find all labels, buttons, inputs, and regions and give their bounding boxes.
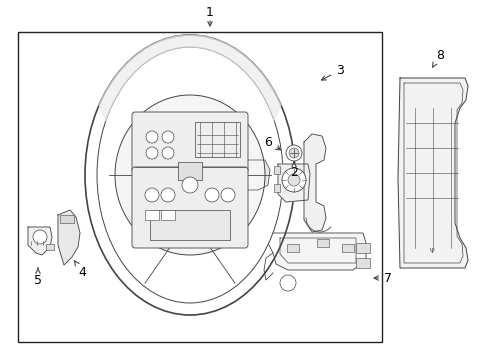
Text: 2: 2: [289, 162, 297, 179]
Ellipse shape: [162, 131, 174, 143]
Polygon shape: [278, 164, 309, 202]
Bar: [273, 184, 280, 192]
Ellipse shape: [282, 168, 305, 192]
Ellipse shape: [280, 275, 295, 291]
Ellipse shape: [33, 230, 47, 244]
Ellipse shape: [182, 177, 198, 193]
Ellipse shape: [288, 148, 298, 158]
Polygon shape: [267, 233, 365, 270]
Bar: [355, 243, 369, 253]
Ellipse shape: [97, 47, 283, 303]
Bar: [316, 239, 328, 247]
Ellipse shape: [204, 188, 219, 202]
Ellipse shape: [146, 147, 158, 159]
Bar: [341, 244, 353, 252]
Ellipse shape: [146, 131, 158, 143]
Text: 7: 7: [373, 271, 391, 284]
Bar: [273, 166, 280, 174]
Bar: [145, 210, 159, 220]
Text: 4: 4: [74, 260, 86, 279]
Ellipse shape: [161, 188, 175, 202]
Polygon shape: [244, 160, 269, 190]
Polygon shape: [397, 78, 467, 268]
Polygon shape: [304, 134, 325, 232]
Text: 6: 6: [264, 135, 280, 150]
Ellipse shape: [285, 145, 302, 161]
Bar: [18, 32, 381, 342]
Polygon shape: [28, 227, 52, 255]
Polygon shape: [58, 210, 80, 265]
Bar: [161, 210, 175, 220]
Bar: [178, 162, 202, 180]
Bar: [195, 122, 240, 157]
Text: ψ: ψ: [429, 247, 433, 253]
Bar: [355, 258, 369, 268]
Ellipse shape: [162, 147, 174, 159]
Bar: [150, 210, 229, 240]
Ellipse shape: [287, 174, 299, 186]
Text: 5: 5: [34, 268, 42, 287]
Text: 8: 8: [432, 49, 443, 67]
Text: 1: 1: [205, 5, 214, 18]
Bar: [286, 244, 298, 252]
Bar: [46, 244, 54, 250]
Text: 3: 3: [321, 63, 343, 80]
FancyBboxPatch shape: [132, 112, 247, 173]
Ellipse shape: [85, 35, 294, 315]
Ellipse shape: [115, 95, 264, 255]
Bar: [60, 215, 74, 223]
Ellipse shape: [221, 188, 235, 202]
Polygon shape: [99, 35, 281, 121]
Ellipse shape: [145, 188, 159, 202]
FancyBboxPatch shape: [132, 167, 247, 248]
